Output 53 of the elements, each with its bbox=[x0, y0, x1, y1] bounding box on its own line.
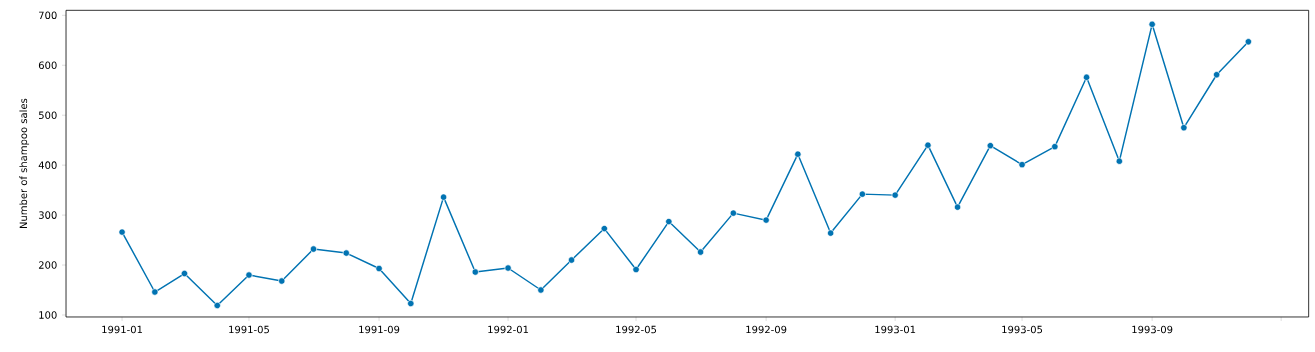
y-tick-label: 600 bbox=[38, 61, 57, 70]
point bbox=[697, 248, 705, 256]
y-tick-label: 400 bbox=[38, 161, 57, 169]
point bbox=[794, 150, 802, 158]
x-tick-label: 1991-09 bbox=[359, 325, 400, 334]
point bbox=[729, 209, 737, 217]
point bbox=[600, 225, 608, 233]
x-tick-label: 1992-09 bbox=[746, 325, 787, 334]
x-tick-label: 1993-09 bbox=[1132, 325, 1173, 334]
x-tick-label: 1992-01 bbox=[488, 325, 529, 334]
point bbox=[537, 286, 545, 294]
point bbox=[407, 299, 415, 308]
x-tick-label: 1992-05 bbox=[616, 325, 657, 334]
x-tick-label: 1991-05 bbox=[229, 325, 269, 334]
point bbox=[180, 270, 188, 278]
y-tick-label: 500 bbox=[38, 111, 57, 119]
x-tick-label: 1993-05 bbox=[1002, 325, 1043, 334]
point bbox=[891, 191, 899, 199]
x-tick-label: 1993-01 bbox=[875, 325, 916, 334]
point bbox=[954, 203, 962, 211]
y-axis-title: Number of shampoo sales bbox=[19, 98, 30, 229]
point bbox=[1115, 157, 1123, 165]
point bbox=[118, 228, 126, 236]
point bbox=[827, 229, 835, 237]
point bbox=[278, 277, 286, 285]
point bbox=[858, 190, 866, 198]
point bbox=[151, 288, 159, 296]
y-tick-label: 100 bbox=[39, 311, 57, 319]
point bbox=[213, 301, 221, 310]
point bbox=[1051, 143, 1059, 151]
point bbox=[632, 266, 640, 274]
y-tick-label: 300 bbox=[38, 211, 57, 219]
point bbox=[504, 264, 512, 272]
point bbox=[1244, 38, 1252, 46]
y-tick-label: 200 bbox=[38, 261, 57, 269]
point bbox=[762, 216, 770, 224]
point bbox=[567, 256, 576, 264]
point bbox=[342, 249, 350, 257]
point bbox=[665, 218, 673, 226]
point bbox=[440, 193, 448, 201]
point bbox=[924, 141, 932, 149]
point bbox=[245, 271, 253, 279]
point bbox=[1018, 161, 1026, 169]
point bbox=[471, 268, 479, 276]
point bbox=[986, 142, 994, 150]
point bbox=[309, 245, 318, 253]
x-tick-label: 1991-01 bbox=[102, 325, 143, 334]
point bbox=[1148, 20, 1156, 28]
point bbox=[375, 265, 383, 273]
y-tick-label: 700 bbox=[39, 11, 57, 20]
point bbox=[1083, 73, 1091, 81]
point bbox=[1213, 71, 1221, 79]
point bbox=[1180, 124, 1188, 132]
